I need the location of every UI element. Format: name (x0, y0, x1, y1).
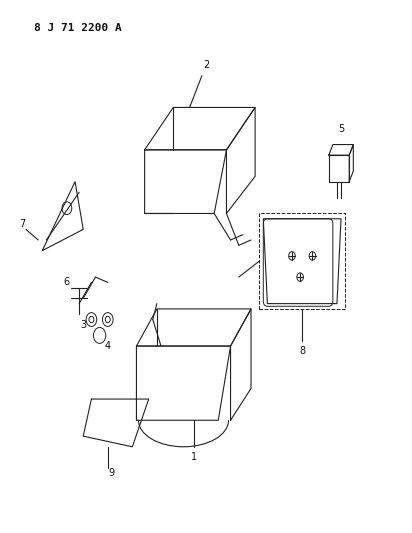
Text: 6: 6 (64, 277, 70, 287)
Text: 5: 5 (338, 124, 344, 134)
Text: 1: 1 (191, 453, 197, 463)
Text: 2: 2 (203, 60, 209, 70)
Text: 4: 4 (105, 341, 111, 351)
Text: 3: 3 (80, 320, 86, 330)
Text: 9: 9 (109, 469, 115, 478)
FancyBboxPatch shape (263, 219, 333, 306)
Text: 8 J 71 2200 A: 8 J 71 2200 A (34, 22, 122, 33)
Text: 7: 7 (19, 219, 25, 229)
Text: 8: 8 (299, 346, 305, 357)
